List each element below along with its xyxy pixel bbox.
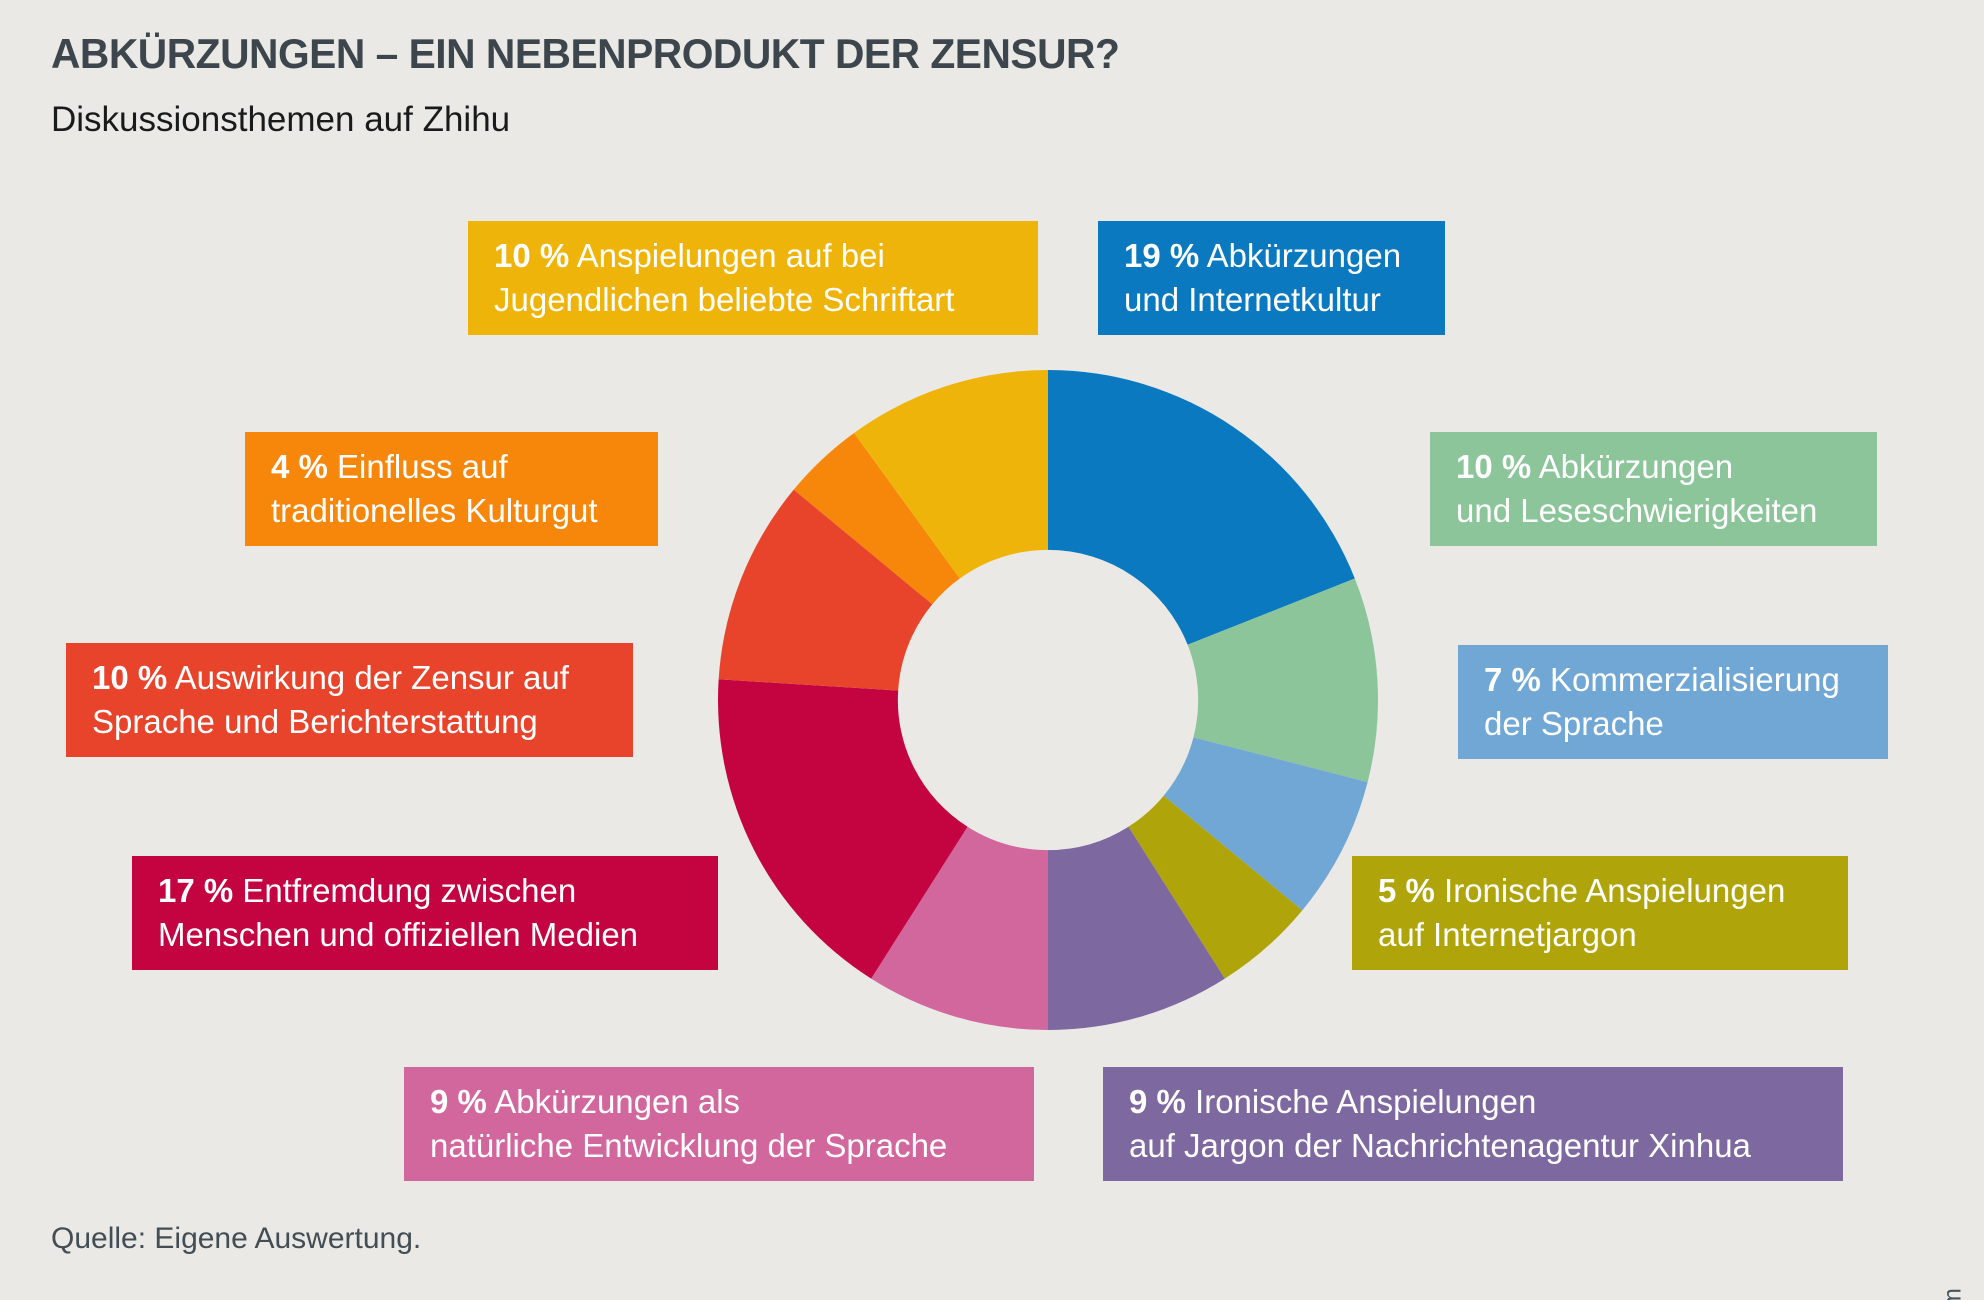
label-pct: 5 % [1378, 872, 1435, 909]
label-line1: Einfluss auf [337, 448, 508, 485]
label-pct: 10 % [494, 237, 570, 274]
label-line1: Kommerzialisierung [1550, 661, 1840, 698]
donut-slice-auswirkung-der-zensur [718, 489, 933, 691]
label-pct: 9 % [1129, 1083, 1186, 1120]
label-line2: traditionelles Kulturgut [271, 492, 598, 529]
label-ironische-anspielungen-auf-jargon-xinhua: 9 % Ironische Anspielungen auf Jargon de… [1103, 1067, 1843, 1181]
label-line1: Entfremdung zwischen [242, 872, 577, 909]
label-pct: 4 % [271, 448, 328, 485]
donut-slice-anspielungen-beliebte-schriftart [854, 370, 1048, 579]
donut-slice-ironische-anspielungen-auf-internetjargon [1128, 795, 1303, 979]
label-line2: und Leseschwierigkeiten [1456, 492, 1818, 529]
donut-slice-entfremdung-menschen-offizielle-medien [718, 679, 968, 979]
label-line2: Menschen und offiziellen Medien [158, 916, 639, 953]
label-pct: 17 % [158, 872, 234, 909]
label-auswirkung-der-zensur: 10 % Auswirkung der Zensur auf Sprache u… [66, 643, 633, 757]
label-abkuerzungen-und-internetkultur: 19 % Abkürzungen und Internetkultur [1098, 221, 1445, 335]
label-line1: Ironische Anspielungen [1444, 872, 1786, 909]
page-subtitle: Diskussionsthemen auf Zhihu [51, 100, 511, 139]
label-line1: Abkürzungen [1206, 237, 1402, 274]
label-abkuerzungen-und-leseschwierigkeiten: 10 % Abkürzungen und Leseschwierigkeiten [1430, 432, 1877, 546]
label-line1: Ironische Anspielungen [1195, 1083, 1537, 1120]
label-anspielungen-beliebte-schriftart: 10 % Anspielungen auf bei Jugendlichen b… [468, 221, 1038, 335]
label-kommerzialisierung-der-sprache: 7 % Kommerzialisierung der Sprache [1458, 645, 1888, 759]
label-line2: Jugendlichen beliebte Schriftart [494, 281, 955, 318]
copyright-note: © China Spektrum [1939, 1288, 1968, 1300]
label-pct: 10 % [92, 659, 168, 696]
label-line2: der Sprache [1484, 705, 1664, 742]
label-line1: Anspielungen auf bei [576, 237, 885, 274]
label-pct: 7 % [1484, 661, 1541, 698]
label-line2: natürliche Entwicklung der Sprache [430, 1127, 948, 1164]
label-line1: Abkürzungen [1538, 448, 1734, 485]
label-line2: und Internetkultur [1124, 281, 1381, 318]
donut-slice-einfluss-auf-traditionelles-kulturgut [793, 433, 960, 605]
donut-slice-abkuerzungen-und-internetkultur [1048, 370, 1355, 645]
page-title: ABKÜRZUNGEN – EIN NEBENPRODUKT DER ZENSU… [51, 30, 1120, 77]
label-line1: Abkürzungen als [494, 1083, 741, 1120]
donut-slice-abkuerzungen-als-natuerliche-entwicklung [871, 826, 1048, 1030]
label-line2: auf Internetjargon [1378, 916, 1637, 953]
donut-slice-abkuerzungen-und-leseschwierigkeiten [1187, 578, 1378, 783]
label-pct: 19 % [1124, 237, 1200, 274]
donut-slice-ironische-anspielungen-auf-jargon-xinhua [1048, 826, 1225, 1030]
label-ironische-anspielungen-auf-internetjargon: 5 % Ironische Anspielungen auf Internetj… [1352, 856, 1848, 970]
donut-chart-svg [718, 370, 1378, 1030]
label-pct: 9 % [430, 1083, 487, 1120]
label-line1: Auswirkung der Zensur auf [174, 659, 569, 696]
label-pct: 10 % [1456, 448, 1532, 485]
label-einfluss-auf-traditionelles-kulturgut: 4 % Einfluss auf traditionelles Kulturgu… [245, 432, 658, 546]
label-line2: Sprache und Berichterstattung [92, 703, 538, 740]
label-abkuerzungen-als-natuerliche-entwicklung: 9 % Abkürzungen als natürliche Entwicklu… [404, 1067, 1034, 1181]
label-line2: auf Jargon der Nachrichtenagentur Xinhua [1129, 1127, 1751, 1164]
source-note: Quelle: Eigene Auswertung. [51, 1222, 422, 1255]
donut-slice-kommerzialisierung-der-sprache [1163, 737, 1368, 911]
label-entfremdung-menschen-offizielle-medien: 17 % Entfremdung zwischen Menschen und o… [132, 856, 718, 970]
